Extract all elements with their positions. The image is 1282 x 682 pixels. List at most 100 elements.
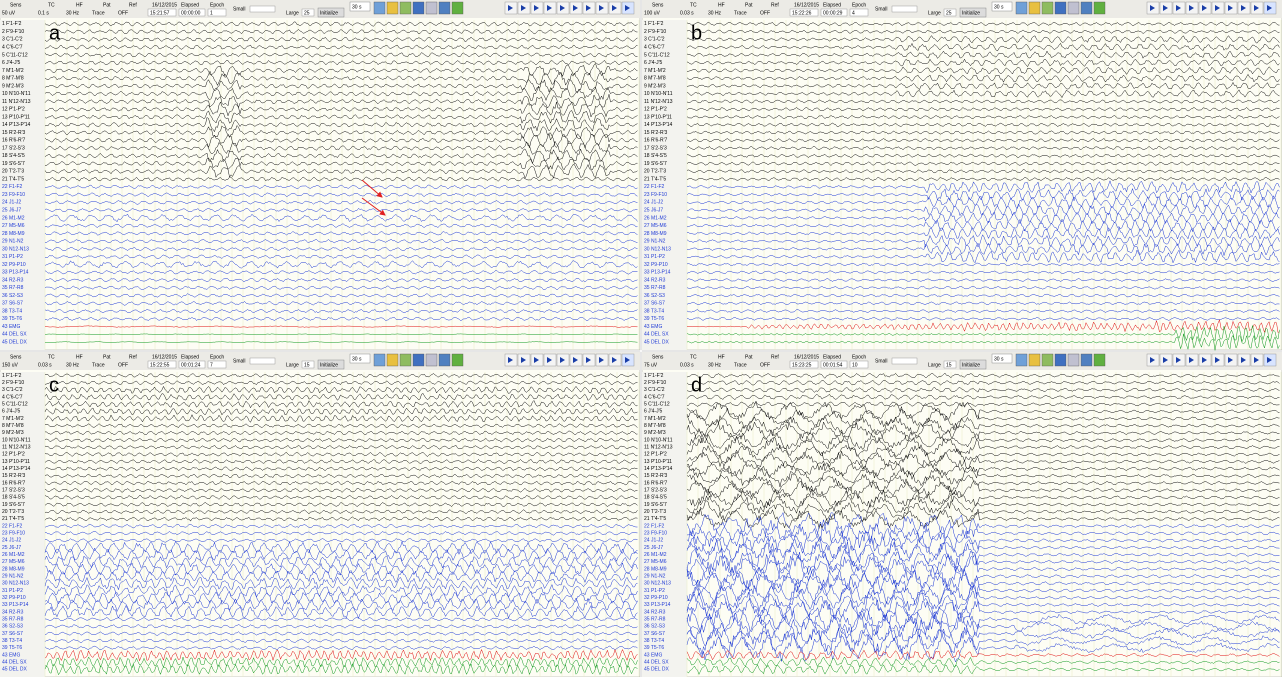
- tool-icon[interactable]: [1094, 354, 1105, 366]
- tool-icon[interactable]: [1094, 2, 1105, 14]
- toolbar-label: Ref: [771, 2, 779, 8]
- tool-icon[interactable]: [413, 2, 424, 14]
- tool-icon[interactable]: [1081, 2, 1092, 14]
- tool-icon[interactable]: [1081, 354, 1092, 366]
- tool-icon[interactable]: [1068, 2, 1079, 14]
- channel-label: 30 N12-N13: [2, 246, 29, 252]
- toolbar-label: HF: [718, 354, 725, 360]
- tool-icon[interactable]: [439, 2, 450, 14]
- channel-label: 19 S'6-S'7: [2, 502, 25, 508]
- zoom-slider[interactable]: [892, 358, 917, 364]
- channel-label: 15 R'2-R'3: [644, 473, 668, 479]
- toolbar-label: Pat: [745, 2, 753, 8]
- tool-icon[interactable]: [1042, 2, 1053, 14]
- channel-label: 20 T'2-T'3: [644, 169, 666, 175]
- tool-icon[interactable]: [1042, 354, 1053, 366]
- channel-label: 34 R2-R3: [2, 277, 24, 283]
- channel-label: 38 T3-T4: [644, 308, 664, 314]
- tool-icon[interactable]: [1055, 354, 1066, 366]
- channel-label: 37 S6-S7: [644, 301, 665, 307]
- epoch-value: 10: [852, 362, 858, 368]
- tool-icon[interactable]: [413, 354, 424, 366]
- channel-label: 3 C'1-C'2: [2, 387, 23, 393]
- window-label: 30 s: [994, 4, 1004, 10]
- tool-icon[interactable]: [452, 2, 463, 14]
- channel-label: 22 F1-F2: [2, 523, 23, 529]
- zoom-slider[interactable]: [250, 6, 275, 12]
- tool-icon[interactable]: [426, 2, 437, 14]
- channel-label: 27 M5-M6: [2, 559, 25, 565]
- small-label: Small: [875, 6, 888, 12]
- channel-label: 24 J1-J2: [644, 200, 663, 206]
- toolbar-label: Epoch: [210, 354, 224, 360]
- channel-label: 21 T'4-T'5: [2, 176, 24, 182]
- channel-label: 3 C'1-C'2: [644, 37, 665, 43]
- toolbar-value: 0.1 s: [38, 10, 49, 16]
- toolbar-value: Trace: [92, 10, 105, 16]
- toolbar-value: 75 uV: [644, 362, 658, 368]
- tool-icon[interactable]: [439, 354, 450, 366]
- channel-label: 34 R2-R3: [644, 277, 666, 283]
- tool-icon[interactable]: [374, 354, 385, 366]
- large-label: Large: [928, 362, 941, 368]
- channel-label: 8 M'7-M'8: [2, 423, 24, 429]
- channel-label: 32 P9-P10: [644, 595, 668, 601]
- toolbar-label: Elapsed: [181, 354, 199, 360]
- toolbar-label: TC: [48, 2, 55, 8]
- tool-icon[interactable]: [1068, 354, 1079, 366]
- channel-label: 7 M'1-M'2: [2, 416, 24, 422]
- zoom-slider[interactable]: [892, 6, 917, 12]
- toolbar-label: 16/12/2015: [152, 354, 177, 360]
- channel-label: 31 P1-P2: [2, 254, 23, 260]
- channel-label: 8 M'7-M'8: [644, 76, 666, 82]
- tool-icon[interactable]: [426, 354, 437, 366]
- channel-label: 16 R'6-R'7: [644, 480, 668, 486]
- tool-icon[interactable]: [387, 2, 398, 14]
- toolbar-value: OFF: [760, 10, 770, 16]
- tool-icon[interactable]: [1016, 354, 1027, 366]
- channel-label: 3 C'1-C'2: [644, 387, 665, 393]
- tool-icon[interactable]: [1029, 354, 1040, 366]
- toolbar-value: 0.03 s: [680, 10, 694, 16]
- toolbar-label: Sens: [652, 2, 664, 8]
- zoom-slider[interactable]: [250, 358, 275, 364]
- channel-label: 5 C'11-C'12: [2, 402, 28, 408]
- small-label: Small: [233, 6, 246, 12]
- toolbar-label: TC: [48, 354, 55, 360]
- toolbar-label: Pat: [103, 354, 111, 360]
- toolbar-value: 150 uV: [2, 362, 19, 368]
- channel-label: 17 S'2-S'3: [2, 145, 25, 151]
- tool-icon[interactable]: [1016, 2, 1027, 14]
- tool-icon[interactable]: [400, 354, 411, 366]
- panel-letter: b: [691, 22, 702, 44]
- channel-label: 7 M'1-M'2: [644, 416, 666, 422]
- channel-label: 14 P'13-P'14: [644, 466, 673, 472]
- tool-icon[interactable]: [1055, 2, 1066, 14]
- initialize-label: Initialize: [320, 362, 338, 368]
- panel-letter: d: [691, 374, 702, 396]
- tool-icon[interactable]: [400, 2, 411, 14]
- epoch-value: 4: [852, 10, 855, 16]
- channel-label: 14 P'13-P'14: [2, 466, 31, 472]
- channel-label: 11 N'12-N'13: [644, 445, 673, 451]
- channel-label: 21 T'4-T'5: [644, 516, 666, 522]
- channel-label: 27 M5-M6: [2, 223, 25, 229]
- channel-label: 4 C'6-C'7: [2, 394, 23, 400]
- tool-icon[interactable]: [374, 2, 385, 14]
- elapsed-value: 00:01:54: [823, 362, 843, 368]
- toolbar-label: 16/12/2015: [794, 354, 819, 360]
- toolbar-value: 100 uV: [644, 10, 661, 16]
- channel-label: 12 P'1-P'2: [644, 452, 667, 458]
- toolbar-value: 30 Hz: [66, 10, 80, 16]
- toolbar-label: Sens: [10, 354, 22, 360]
- large-value: 25: [304, 10, 310, 16]
- channel-label: 23 F9-F10: [2, 192, 25, 198]
- tool-icon[interactable]: [387, 354, 398, 366]
- channel-label: 12 P'1-P'2: [644, 107, 667, 113]
- channel-label: 35 R7-R8: [644, 617, 666, 623]
- toolbar-value: 0.03 s: [680, 362, 694, 368]
- channel-label: 38 T3-T4: [644, 638, 664, 644]
- tool-icon[interactable]: [1029, 2, 1040, 14]
- tool-icon[interactable]: [452, 354, 463, 366]
- time-value: 15:23:25: [792, 362, 812, 368]
